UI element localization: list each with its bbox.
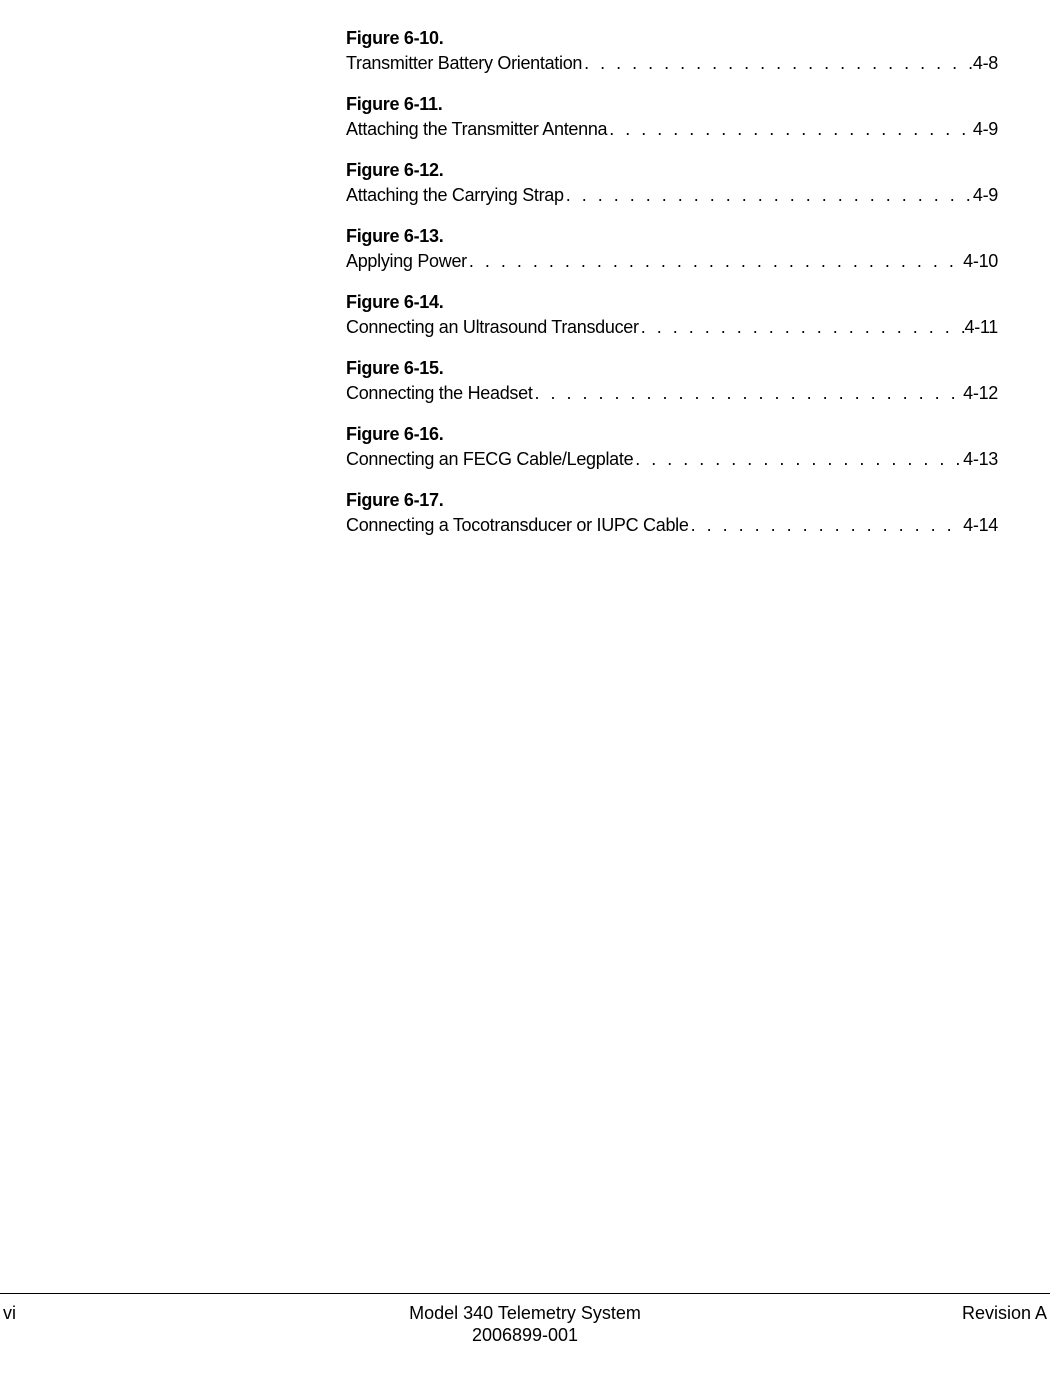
leader-dots: . . . . . . . . . . . . . . . . . . . . …: [639, 317, 965, 338]
figure-page-ref: 4-9: [973, 185, 998, 206]
figure-label: Figure 6-15.: [346, 358, 998, 379]
leader-dots: . . . . . . . . . . . . . . . . . . . . …: [564, 185, 973, 206]
footer-revision: Revision A: [962, 1303, 1047, 1324]
leader-dots: . . . . . . . . . . . . . . . . . . . . …: [582, 53, 973, 74]
figure-page-ref: 4-8: [973, 53, 998, 74]
figure-entry: Figure 6-13. Applying Power. . . . . . . …: [346, 226, 998, 272]
figure-page-ref: 4-10: [963, 251, 998, 272]
figure-title-line: Connecting an Ultrasound Transducer. . .…: [346, 317, 998, 338]
leader-dots: . . . . . . . . . . . . . . . . . . . . …: [533, 383, 964, 404]
figure-title: Connecting an FECG Cable/Legplate: [346, 449, 633, 470]
figure-entry: Figure 6-11. Attaching the Transmitter An…: [346, 94, 998, 140]
figure-label: Figure 6-13.: [346, 226, 998, 247]
figure-title: Attaching the Carrying Strap: [346, 185, 564, 206]
figure-page-ref: 4-14: [963, 515, 998, 536]
leader-dots: . . . . . . . . . . . . . . . . . . . . …: [467, 251, 963, 272]
figure-label: Figure 6-14.: [346, 292, 998, 313]
figure-title: Connecting the Headset: [346, 383, 533, 404]
figure-entry: Figure 6-17. Connecting a Tocotransducer …: [346, 490, 998, 536]
figure-entry: Figure 6-12. Attaching the Carrying Strap…: [346, 160, 998, 206]
leader-dots: . . . . . . . . . . . . . . . . . . . . …: [607, 119, 973, 140]
figure-title-line: Connecting the Headset. . . . . . . . . …: [346, 383, 998, 404]
figure-entry: Figure 6-15. Connecting the Headset. . . …: [346, 358, 998, 404]
footer-title: Model 340 Telemetry System: [0, 1303, 1050, 1324]
figure-title-line: Transmitter Battery Orientation. . . . .…: [346, 53, 998, 74]
figure-page-ref: 4-9: [973, 119, 998, 140]
leader-dots: . . . . . . . . . . . . . . . . . . . . …: [633, 449, 963, 470]
figure-title: Applying Power: [346, 251, 467, 272]
figure-label: Figure 6-17.: [346, 490, 998, 511]
figure-label: Figure 6-10.: [346, 28, 998, 49]
figure-label: Figure 6-11.: [346, 94, 998, 115]
figure-title: Connecting an Ultrasound Transducer: [346, 317, 639, 338]
figure-title-line: Attaching the Transmitter Antenna. . . .…: [346, 119, 998, 140]
figure-page-ref: 4-12: [963, 383, 998, 404]
footer-divider: [0, 1293, 1050, 1294]
figure-title-line: Connecting an FECG Cable/Legplate . . . …: [346, 449, 998, 470]
figure-title: Connecting a Tocotransducer or IUPC Cabl…: [346, 515, 689, 536]
figure-title-line: Connecting a Tocotransducer or IUPC Cabl…: [346, 515, 998, 536]
figure-title: Attaching the Transmitter Antenna: [346, 119, 607, 140]
figure-page-ref: 4-11: [965, 317, 999, 338]
figure-label: Figure 6-12.: [346, 160, 998, 181]
figure-entry: Figure 6-14. Connecting an Ultrasound Tra…: [346, 292, 998, 338]
list-of-figures: Figure 6-10. Transmitter Battery Orientat…: [346, 28, 998, 556]
figure-entry: Figure 6-16. Connecting an FECG Cable/Leg…: [346, 424, 998, 470]
figure-label: Figure 6-16.: [346, 424, 998, 445]
figure-page-ref: 4-13: [963, 449, 998, 470]
footer-docnum: 2006899-001: [0, 1325, 1050, 1346]
figure-title-line: Applying Power. . . . . . . . . . . . . …: [346, 251, 998, 272]
figure-entry: Figure 6-10. Transmitter Battery Orientat…: [346, 28, 998, 74]
leader-dots: . . . . . . . . . . . . . . . . . . . . …: [689, 515, 964, 536]
figure-title: Transmitter Battery Orientation: [346, 53, 582, 74]
figure-title-line: Attaching the Carrying Strap. . . . . . …: [346, 185, 998, 206]
